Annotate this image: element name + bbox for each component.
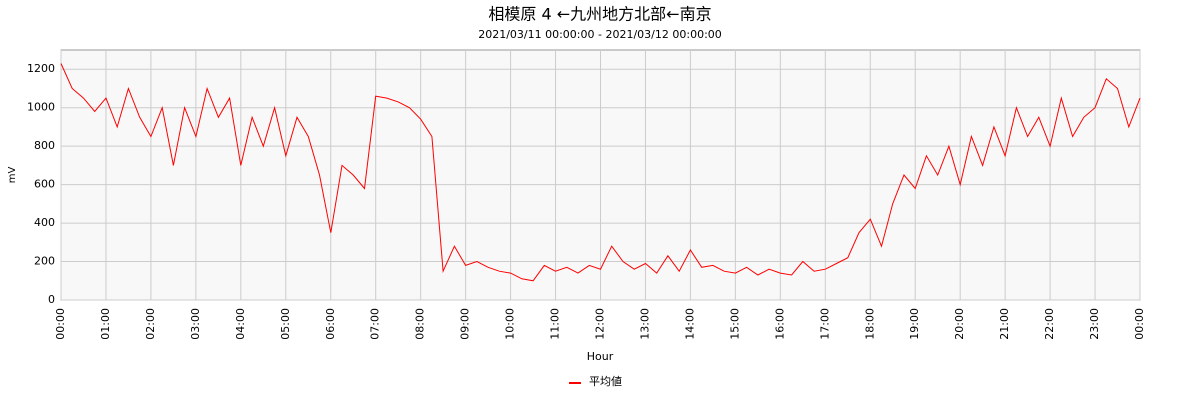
x-tick-label: 17:00 [818, 308, 831, 340]
x-tick-label: 15:00 [728, 308, 741, 340]
x-tick-label: 03:00 [189, 308, 202, 340]
x-tick-label: 07:00 [369, 308, 382, 340]
x-tick-label: 05:00 [279, 308, 292, 340]
data-line [60, 63, 1141, 282]
y-axis-label: mV [7, 167, 18, 184]
x-tick-label: 23:00 [1088, 308, 1101, 340]
chart-subtitle: 2021/03/11 00:00:00 - 2021/03/12 00:00:0… [478, 28, 722, 41]
y-tick-label: 200 [34, 255, 55, 268]
x-tick-label: 22:00 [1043, 308, 1056, 340]
y-tick-label: 600 [34, 178, 55, 191]
y-tick-label: 1000 [27, 101, 55, 114]
x-tick-label: 04:00 [234, 308, 247, 340]
x-tick-label: 09:00 [459, 308, 472, 340]
x-tick-label: 14:00 [683, 308, 696, 340]
x-tick-label: 11:00 [549, 308, 562, 340]
y-tick-label: 400 [34, 216, 55, 229]
legend-label: 平均値 [589, 375, 622, 388]
x-tick-label: 12:00 [594, 308, 607, 340]
x-tick-label: 06:00 [324, 308, 337, 340]
y-tick-label: 1200 [27, 62, 55, 75]
x-tick-label: 18:00 [863, 308, 876, 340]
x-tick-label: 19:00 [908, 308, 921, 340]
x-tick-label: 00:00 [1133, 308, 1146, 340]
x-tick-label: 02:00 [144, 308, 157, 340]
chart-title: 相模原 4 ←九州地方北部←南京 [488, 5, 711, 24]
x-tick-label: 10:00 [504, 308, 517, 340]
x-tick-label: 00:00 [54, 308, 67, 340]
x-tick-label: 20:00 [953, 308, 966, 340]
x-tick-label: 13:00 [638, 308, 651, 340]
x-tick-label: 16:00 [773, 308, 786, 340]
x-tick-label: 01:00 [99, 308, 112, 340]
x-tick-label: 21:00 [998, 308, 1011, 340]
x-tick-label: 08:00 [414, 308, 427, 340]
y-tick-label: 800 [34, 139, 55, 152]
y-tick-label: 0 [48, 293, 55, 306]
x-axis-label: Hour [587, 350, 614, 363]
